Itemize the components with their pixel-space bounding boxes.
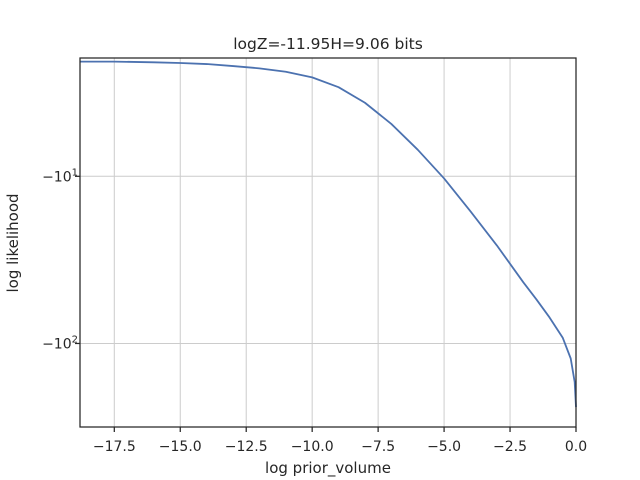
- x-tick-labels: −17.5 −15.0 −12.5 −10.0 −7.5 −5.0 −2.5 0.0: [93, 439, 587, 455]
- x-tick-marks: [113, 427, 577, 432]
- x-axis-label: log prior_volume: [265, 459, 391, 478]
- x-tick-label: −12.5: [225, 439, 268, 455]
- y-tick-marks: [75, 175, 80, 345]
- x-tick-label: 0.0: [565, 439, 587, 455]
- plot-frame: [79, 57, 577, 428]
- y-tick-label: −102: [42, 334, 78, 352]
- plot-grid: [80, 58, 577, 427]
- y-axis-label: log likelihood: [4, 193, 22, 292]
- x-tick-label: −10.0: [291, 439, 334, 455]
- x-tick-label: −15.0: [159, 439, 202, 455]
- x-tick-label: −17.5: [93, 439, 136, 455]
- y-tick-label-exponent: 2: [72, 334, 78, 345]
- x-tick-label: −2.5: [493, 439, 527, 455]
- y-tick-labels: −101−102: [42, 167, 78, 352]
- x-tick-label: −5.0: [427, 439, 461, 455]
- y-tick-label-base: −10: [42, 169, 72, 185]
- x-tick-label: −7.5: [361, 439, 395, 455]
- y-tick-label-base: −10: [42, 336, 72, 352]
- y-tick-label-exponent: 1: [72, 167, 78, 178]
- chart-title: logZ=-11.95H=9.06 bits: [233, 35, 423, 53]
- y-tick-label: −101: [42, 167, 78, 185]
- data-line: [80, 60, 577, 408]
